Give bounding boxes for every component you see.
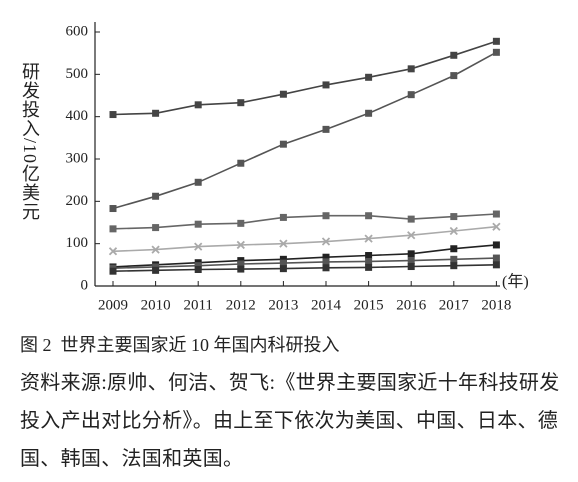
x-tick-label: 2017 xyxy=(439,297,470,313)
marker xyxy=(450,51,458,59)
y-tick-label: 600 xyxy=(66,23,89,39)
marker xyxy=(279,239,288,248)
marker xyxy=(407,91,415,99)
x-tick-label: 2013 xyxy=(268,297,298,313)
marker xyxy=(450,255,458,263)
marker xyxy=(194,178,202,186)
marker xyxy=(322,81,330,89)
marker xyxy=(407,257,415,265)
marker xyxy=(450,213,458,221)
y-tick-label: 400 xyxy=(66,108,89,124)
x-tick-label: 2015 xyxy=(354,297,384,313)
marker xyxy=(364,234,373,243)
marker xyxy=(450,262,458,270)
marker xyxy=(365,73,373,81)
marker xyxy=(109,225,117,233)
marker xyxy=(492,261,500,269)
y-tick-label: 0 xyxy=(81,277,89,293)
marker xyxy=(237,159,245,167)
series-line xyxy=(112,213,497,230)
marker xyxy=(194,242,203,251)
series-line xyxy=(112,257,497,269)
y-tick-label: 200 xyxy=(66,193,89,209)
marker xyxy=(492,48,500,56)
x-axis-title: (年) xyxy=(502,273,529,291)
marker xyxy=(109,111,117,119)
marker xyxy=(108,247,118,256)
marker xyxy=(109,205,117,213)
marker xyxy=(279,213,287,221)
series-line xyxy=(112,225,497,253)
marker xyxy=(322,212,330,220)
marker xyxy=(322,125,330,133)
marker xyxy=(365,212,373,220)
marker xyxy=(449,226,458,236)
series-line xyxy=(112,264,497,272)
series-line xyxy=(112,244,497,268)
marker xyxy=(279,255,287,263)
marker xyxy=(492,37,500,45)
marker xyxy=(151,245,160,254)
marker xyxy=(194,101,202,109)
y-axis-title: 研发投入/10亿美元 xyxy=(20,62,40,221)
x-tick-label: 2014 xyxy=(311,297,342,313)
marker xyxy=(152,224,160,232)
source-note: 资料来源:原帅、何洁、贺飞:《世界主要国家近十年科技研发投入产出对比分析》。由上… xyxy=(20,372,560,470)
y-tick-label: 500 xyxy=(66,66,89,82)
figure-caption: 图 2 世界主要国家近 10 年国内科研投入 xyxy=(20,335,340,355)
marker xyxy=(492,241,500,249)
marker xyxy=(109,267,117,275)
marker xyxy=(321,237,331,246)
x-tick-label: 2009 xyxy=(98,297,128,313)
marker xyxy=(194,265,202,273)
x-tick-label: 2011 xyxy=(183,297,212,313)
x-tick-label: 2010 xyxy=(141,297,171,313)
marker xyxy=(152,266,160,274)
marker xyxy=(194,262,202,270)
marker xyxy=(322,258,330,266)
marker xyxy=(450,245,458,253)
x-tick-label: 2018 xyxy=(481,297,511,313)
marker xyxy=(407,231,416,240)
marker xyxy=(237,219,245,227)
marker xyxy=(407,263,415,271)
marker xyxy=(365,109,373,117)
marker xyxy=(194,220,202,228)
marker xyxy=(237,99,245,107)
marker xyxy=(279,90,287,98)
marker xyxy=(237,265,245,273)
marker xyxy=(236,240,245,250)
marker xyxy=(365,257,373,265)
y-tick-label: 100 xyxy=(66,235,89,251)
marker xyxy=(365,263,373,271)
x-tick-label: 2012 xyxy=(226,297,256,313)
x-tick-label: 2016 xyxy=(396,297,427,313)
marker xyxy=(407,250,415,258)
marker xyxy=(152,109,160,117)
marker xyxy=(450,72,458,80)
marker xyxy=(322,264,330,272)
series-line xyxy=(112,40,497,116)
y-tick-label: 300 xyxy=(66,150,89,166)
marker xyxy=(279,140,287,148)
marker xyxy=(492,254,500,262)
chart: 研发投入/10亿美元 (年) 0 100 200 300 400 500 600 2009 20… xyxy=(20,22,529,313)
marker xyxy=(237,260,245,268)
series-line xyxy=(112,51,497,210)
marker xyxy=(365,252,373,260)
marker xyxy=(492,222,501,231)
marker xyxy=(152,192,160,200)
marker xyxy=(407,65,415,73)
marker xyxy=(279,265,287,273)
marker xyxy=(322,253,330,261)
marker xyxy=(279,259,287,267)
marker xyxy=(492,210,500,218)
marker xyxy=(407,215,415,223)
